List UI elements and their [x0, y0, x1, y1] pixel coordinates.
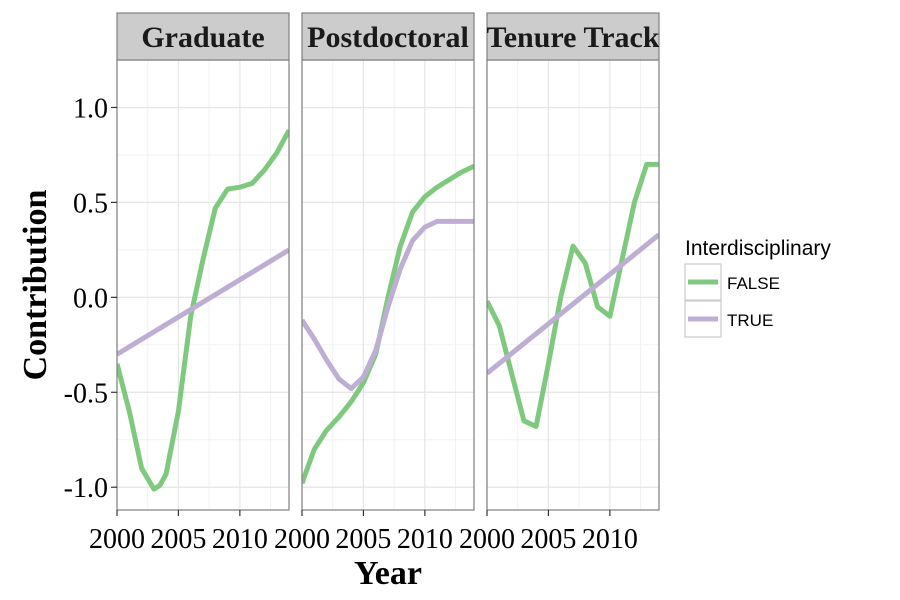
series-line-true [302, 218, 474, 391]
x-axis-title: Year [354, 555, 422, 592]
x-tick-label: 2000 [459, 524, 515, 555]
x-tick-label: 2000 [89, 524, 145, 555]
x-tick-label: 2010 [212, 524, 268, 555]
facet-panel: Tenure Track 2000 2005 2010 [459, 12, 660, 555]
x-tick-label: 2005 [335, 524, 391, 555]
x-tick-label: 2005 [150, 524, 206, 555]
series-line-true [487, 232, 659, 376]
legend-title: Interdisciplinary [685, 237, 831, 260]
facet-panel: Graduate 2000 2005 2010 [89, 12, 290, 555]
x-tick-label: 2010 [397, 524, 453, 555]
facet-strip [486, 12, 660, 61]
facet-strip-label: Postdoctoral [307, 21, 469, 54]
x-tick-label: 2005 [520, 524, 576, 555]
legend-key-false: FALSE [684, 263, 780, 301]
facet-strip [301, 12, 475, 61]
facet-panel: Postdoctoral 2000 2005 2010 [274, 12, 475, 555]
facet-background [302, 60, 474, 510]
y-tick-label: -0.5 [64, 378, 108, 409]
series-line-true [117, 247, 289, 357]
facet-strip [116, 12, 290, 61]
legend-key-label: TRUE [727, 311, 773, 330]
facet-strip-label: Graduate [141, 21, 264, 54]
series-line-false [117, 129, 289, 492]
x-tick-label: 2000 [274, 524, 330, 555]
facet-series [487, 161, 659, 429]
legend-key-true: TRUE [684, 300, 773, 338]
legend-key-label: FALSE [727, 274, 780, 293]
x-tick-label: 2010 [582, 524, 638, 555]
facet-strip-label: Tenure Track [486, 21, 659, 54]
facet-series [302, 164, 474, 485]
y-tick-label: 0.0 [73, 283, 108, 314]
y-axis: 1.0 0.5 0.0 -0.5 -1.0 [64, 93, 117, 504]
y-tick-label: 0.5 [73, 188, 108, 219]
y-tick-label: 1.0 [73, 93, 108, 124]
legend-keys: FALSE TRUE [684, 263, 780, 338]
series-line-false [302, 164, 474, 485]
y-tick-label: -1.0 [64, 473, 108, 504]
facet-background [117, 60, 289, 510]
legend: Interdisciplinary FALSE TRUE [684, 237, 831, 338]
facet-series [117, 129, 289, 492]
facet-background [487, 60, 659, 510]
y-axis-title: Contribution [17, 190, 54, 381]
series-line-false [487, 161, 659, 429]
